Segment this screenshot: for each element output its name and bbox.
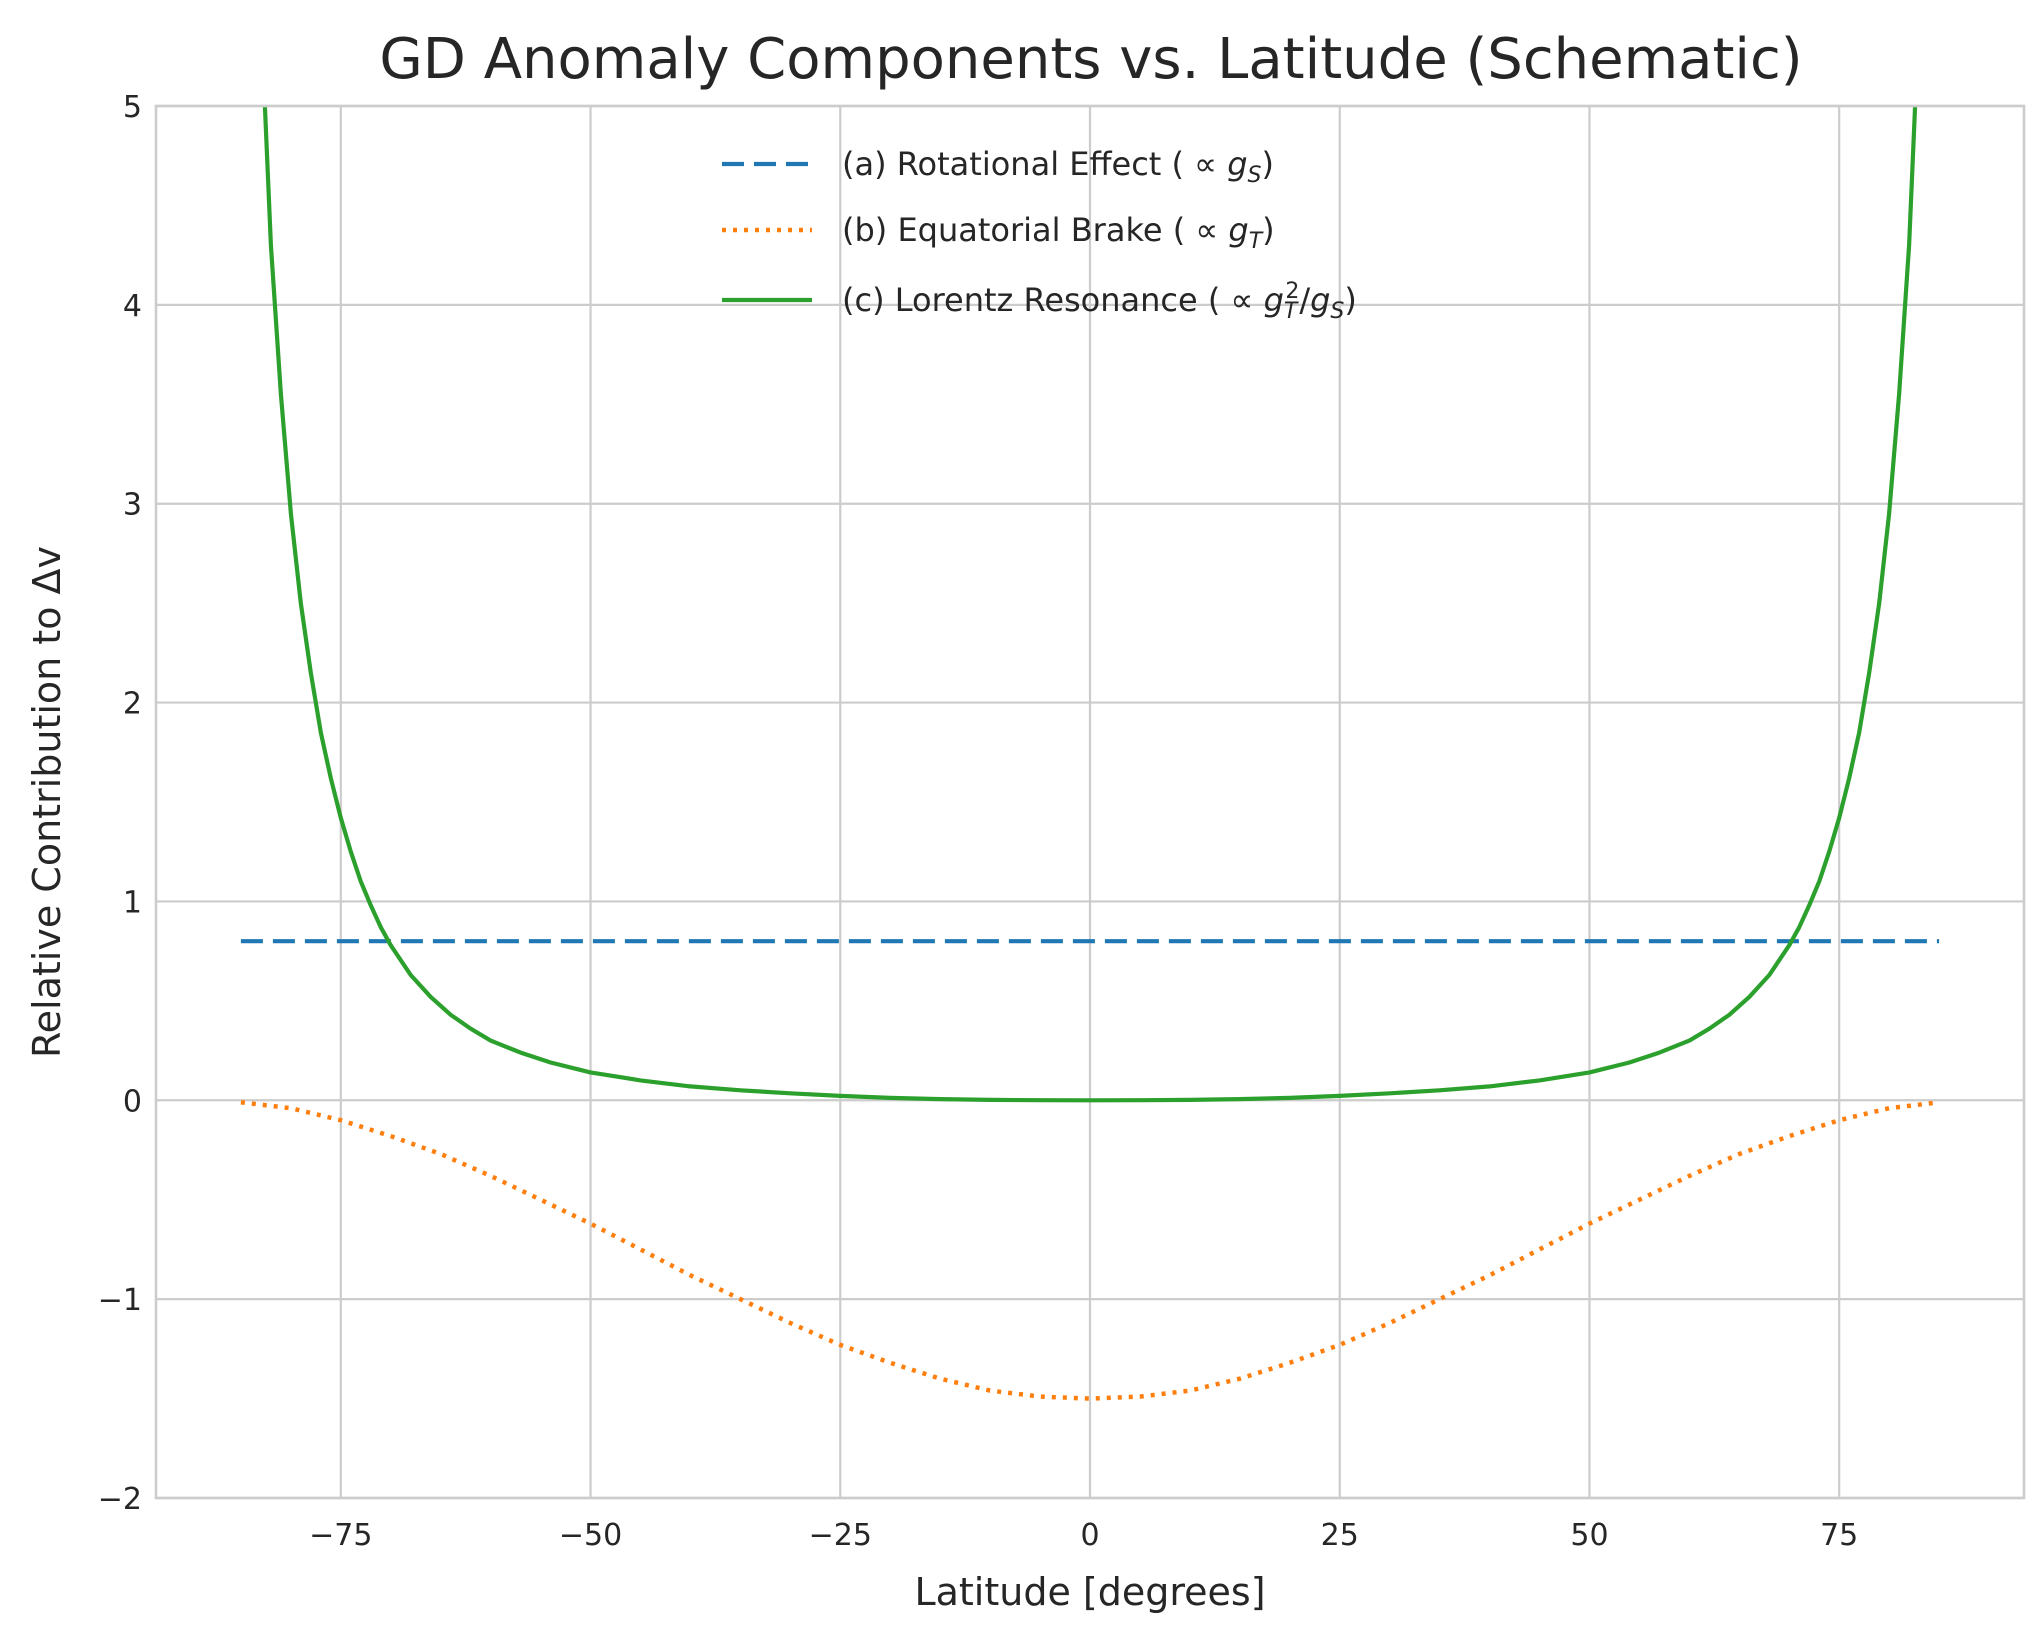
legend-label-b: (b) Equatorial Brake ( ∝ gT) — [842, 211, 1275, 254]
x-tick-label: −50 — [559, 1518, 622, 1553]
y-tick-label: 0 — [123, 1084, 142, 1119]
x-tick-label: 75 — [1820, 1518, 1858, 1553]
x-tick-label: 50 — [1570, 1518, 1608, 1553]
y-tick-label: 2 — [123, 687, 142, 722]
y-tick-label: 3 — [123, 488, 142, 523]
legend-label-c: (c) Lorentz Resonance ( ∝ gT2/gS) — [842, 279, 1357, 324]
series-line-b — [240, 1100, 1940, 1401]
y-tick-label: 4 — [123, 289, 142, 324]
tick-labels: −75 −50 −25 0 25 50 75 −2 −1 0 1 2 3 4 5 — [98, 90, 1859, 1553]
x-tick-label: 25 — [1321, 1518, 1359, 1553]
y-tick-label: 1 — [123, 885, 142, 920]
x-tick-label: −75 — [309, 1518, 372, 1553]
x-tick-label: 0 — [1080, 1518, 1099, 1553]
x-axis-label: Latitude [degrees] — [914, 1570, 1265, 1614]
series-line-c — [262, 106, 1918, 1103]
legend: (a) Rotational Effect ( ∝ gS) (b) Equator… — [722, 145, 1357, 324]
y-axis-label: Relative Contribution to Δv — [25, 546, 69, 1058]
y-tick-label: −1 — [98, 1283, 142, 1318]
y-tick-label: 5 — [123, 90, 142, 125]
chart-title: GD Anomaly Components vs. Latitude (Sche… — [379, 27, 1802, 92]
grid — [156, 104, 2024, 1500]
y-tick-label: −2 — [98, 1482, 142, 1517]
legend-label-a: (a) Rotational Effect ( ∝ gS) — [842, 145, 1274, 188]
plot-frame — [154, 104, 2026, 1500]
series-layer — [240, 106, 1940, 1401]
x-tick-label: −25 — [809, 1518, 872, 1553]
